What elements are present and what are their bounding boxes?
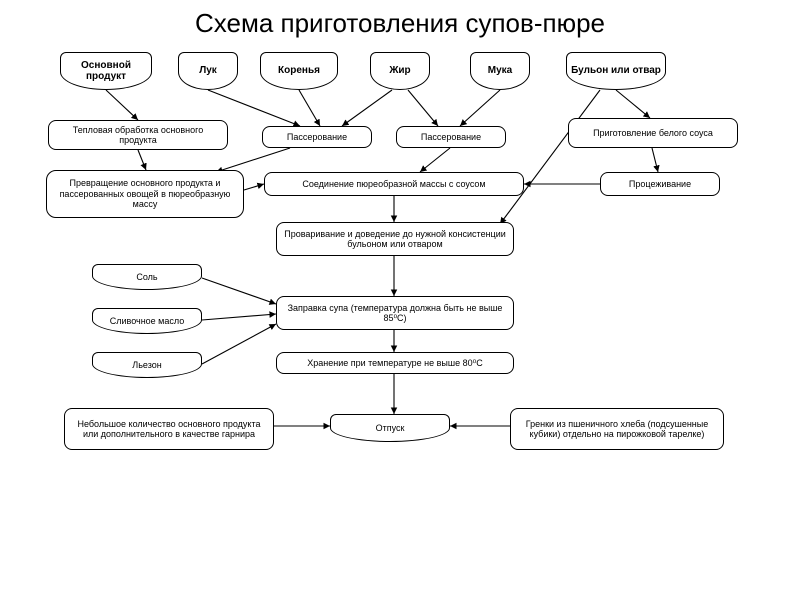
edge-n15-n18	[202, 278, 276, 304]
node-label: Пассерование	[287, 132, 347, 142]
node-n20: Небольшое количество основного продукта …	[64, 408, 274, 450]
node-label: Основной продукт	[65, 60, 147, 83]
node-n2: Лук	[178, 52, 238, 90]
edge-n4-n8	[342, 90, 392, 126]
node-label: Соль	[136, 272, 157, 282]
edge-n9-n12	[420, 148, 450, 172]
node-label: Отпуск	[376, 423, 405, 433]
edge-n17-n18	[202, 324, 276, 364]
node-label: Жир	[389, 65, 410, 77]
node-n22: Гренки из пшеничного хлеба (подсушенные …	[510, 408, 724, 450]
edge-n8-n11	[216, 148, 290, 172]
node-label: Хранение при температуре не выше 80⁰С	[307, 358, 483, 368]
node-n18: Заправка супа (температура должна быть н…	[276, 296, 514, 330]
edge-n4-n9	[408, 90, 438, 126]
node-label: Гренки из пшеничного хлеба (подсушенные …	[515, 419, 719, 440]
node-n9: Пассерование	[396, 126, 506, 148]
node-label: Бульон или отвар	[571, 65, 661, 77]
node-label: Процеживание	[629, 179, 691, 189]
node-n4: Жир	[370, 52, 430, 90]
edge-n6b-n14	[500, 90, 600, 224]
node-n3: Коренья	[260, 52, 338, 90]
node-label: Тепловая обработка основного продукта	[53, 125, 223, 146]
node-n8: Пассерование	[262, 126, 372, 148]
node-n11: Превращение основного продукта и пассеро…	[46, 170, 244, 218]
node-label: Превращение основного продукта и пассеро…	[51, 178, 239, 209]
node-n6: Бульон или отвар	[566, 52, 666, 90]
edge-n1-n7	[106, 90, 138, 120]
node-label: Мука	[488, 65, 512, 77]
node-n21: Отпуск	[330, 414, 450, 442]
node-n13: Процеживание	[600, 172, 720, 196]
edge-n5-n9	[460, 90, 500, 126]
node-label: Соединение пюреобразной массы с соусом	[302, 179, 485, 189]
node-label: Коренья	[278, 65, 320, 77]
node-label: Пассерование	[421, 132, 481, 142]
node-label: Приготовление белого соуса	[593, 128, 713, 138]
node-n5: Мука	[470, 52, 530, 90]
node-n14: Проваривание и доведение до нужной конси…	[276, 222, 514, 256]
node-label: Льезон	[132, 360, 161, 370]
node-label: Небольшое количество основного продукта …	[69, 419, 269, 440]
node-label: Сливочное масло	[110, 316, 185, 326]
edge-n6-n10	[616, 90, 650, 118]
edge-n16-n18	[202, 314, 276, 320]
edge-n7-n11	[138, 150, 146, 170]
edge-n3-n8	[299, 90, 320, 126]
node-n12: Соединение пюреобразной массы с соусом	[264, 172, 524, 196]
node-label: Заправка супа (температура должна быть н…	[281, 303, 509, 324]
node-n1: Основной продукт	[60, 52, 152, 90]
node-label: Проваривание и доведение до нужной конси…	[281, 229, 509, 250]
edge-n11-n12	[244, 184, 264, 190]
node-label: Лук	[199, 65, 217, 77]
node-n10: Приготовление белого соуса	[568, 118, 738, 148]
edge-n10-n13	[652, 148, 658, 172]
node-n7: Тепловая обработка основного продукта	[48, 120, 228, 150]
node-n19: Хранение при температуре не выше 80⁰С	[276, 352, 514, 374]
